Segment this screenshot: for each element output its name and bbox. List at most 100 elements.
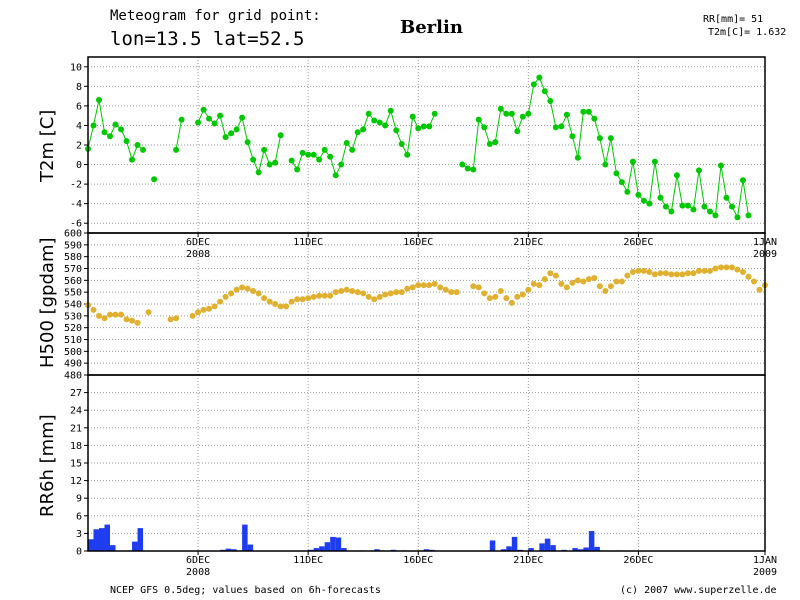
h500-point (596, 283, 603, 290)
t2m-point (497, 105, 504, 112)
h500-point (321, 292, 328, 299)
t2m-point (426, 123, 433, 130)
h500-point (343, 286, 350, 293)
t2m-point (739, 177, 746, 184)
h500-point (244, 285, 251, 292)
t2m-ytick-label: -2 (70, 180, 82, 191)
h500-point (514, 293, 521, 300)
h500-point (404, 285, 411, 292)
t2m-point (233, 126, 240, 133)
h500-point (503, 295, 510, 302)
t2m-point (261, 146, 268, 153)
t2m-point (596, 135, 603, 142)
t2m-point (459, 161, 466, 168)
rr-ytick-label: 3 (76, 529, 82, 540)
t2m-point (299, 149, 306, 156)
h500-point (145, 309, 152, 316)
t2m-point (310, 151, 317, 158)
rr-ytick-label: 12 (70, 476, 82, 487)
h500-point (349, 287, 356, 294)
rr-bar (341, 548, 347, 551)
h500-point (123, 316, 130, 323)
t2m-point (96, 97, 103, 104)
t2m-point (547, 98, 554, 104)
t2m-series-line (291, 109, 436, 177)
h500-point (382, 291, 389, 298)
h500-point (497, 287, 504, 294)
rr-bar (110, 545, 116, 551)
rr-bar (594, 546, 600, 551)
h500-point (613, 278, 620, 285)
t2m-point (123, 138, 130, 145)
h500-point (112, 311, 119, 318)
t2m-point (734, 214, 741, 221)
h500-axis-title: H500 [gpdam] (37, 238, 58, 369)
t2m-point (618, 179, 625, 186)
x-tick-label: 1JAN (753, 555, 777, 566)
h500-point (393, 289, 400, 296)
h500-point (541, 276, 548, 283)
h500-point (294, 296, 301, 303)
t2m-point (140, 146, 147, 153)
rr-ytick-label: 9 (76, 494, 82, 505)
t2m-point (574, 154, 581, 161)
x-tick-label: 26DEC (623, 555, 653, 566)
h500-point (316, 292, 323, 299)
t2m-point (613, 170, 620, 177)
rr-bar (132, 541, 138, 551)
h500-point (431, 280, 438, 287)
rr-bar (99, 528, 105, 551)
t2m-point (717, 162, 724, 169)
t2m-point (382, 122, 389, 129)
h500-point (756, 286, 763, 293)
t2m-point (239, 114, 246, 121)
h500-point (239, 284, 246, 291)
h500-point (118, 311, 125, 318)
h500-point (492, 293, 499, 300)
rr-bar (539, 543, 545, 551)
rr-ytick-label: 21 (70, 423, 82, 434)
t2m-point (723, 194, 730, 201)
h500-point (470, 283, 477, 290)
t2m-point (607, 135, 614, 142)
h500-point (646, 269, 653, 276)
h500-point (189, 312, 196, 319)
t2m-point (409, 113, 416, 120)
t2m-point (316, 156, 323, 163)
t2m-point (360, 126, 367, 133)
t2m-point (585, 108, 592, 115)
t2m-point (272, 159, 279, 166)
h500-point (530, 280, 537, 287)
t2m-point (343, 140, 350, 147)
h500-point (624, 272, 631, 279)
t2m-series-line (197, 108, 282, 174)
t2m-point (591, 115, 598, 122)
h500-point (481, 290, 488, 297)
t2m-point (712, 212, 719, 219)
h500-point (228, 290, 235, 297)
h500-point (261, 295, 268, 302)
footer-copyright: (c) 2007 www.superzelle.de (620, 585, 777, 596)
h500-point (206, 305, 213, 312)
rr-bar (577, 549, 584, 551)
t2m-point (250, 156, 257, 163)
t2m-point (365, 110, 372, 117)
t2m-ytick-label: 10 (70, 62, 82, 73)
t2m-point (371, 117, 378, 124)
t2m-point (118, 126, 125, 133)
rr-ytick-label: 18 (70, 441, 82, 452)
rr-bar (374, 549, 380, 551)
h500-point (635, 267, 642, 274)
h500-point (690, 270, 697, 277)
h500-point (107, 311, 114, 318)
h500-ytick-label: 540 (64, 300, 82, 311)
t2m-point (651, 158, 658, 165)
h500-point (563, 284, 570, 291)
rr-bar (583, 547, 589, 551)
t2m-point (519, 113, 526, 120)
h500-point (640, 267, 647, 274)
h500-point (376, 293, 383, 300)
x-tick-label: 16DEC (403, 237, 433, 248)
t2m-point (206, 115, 213, 122)
h500-point (272, 301, 279, 307)
